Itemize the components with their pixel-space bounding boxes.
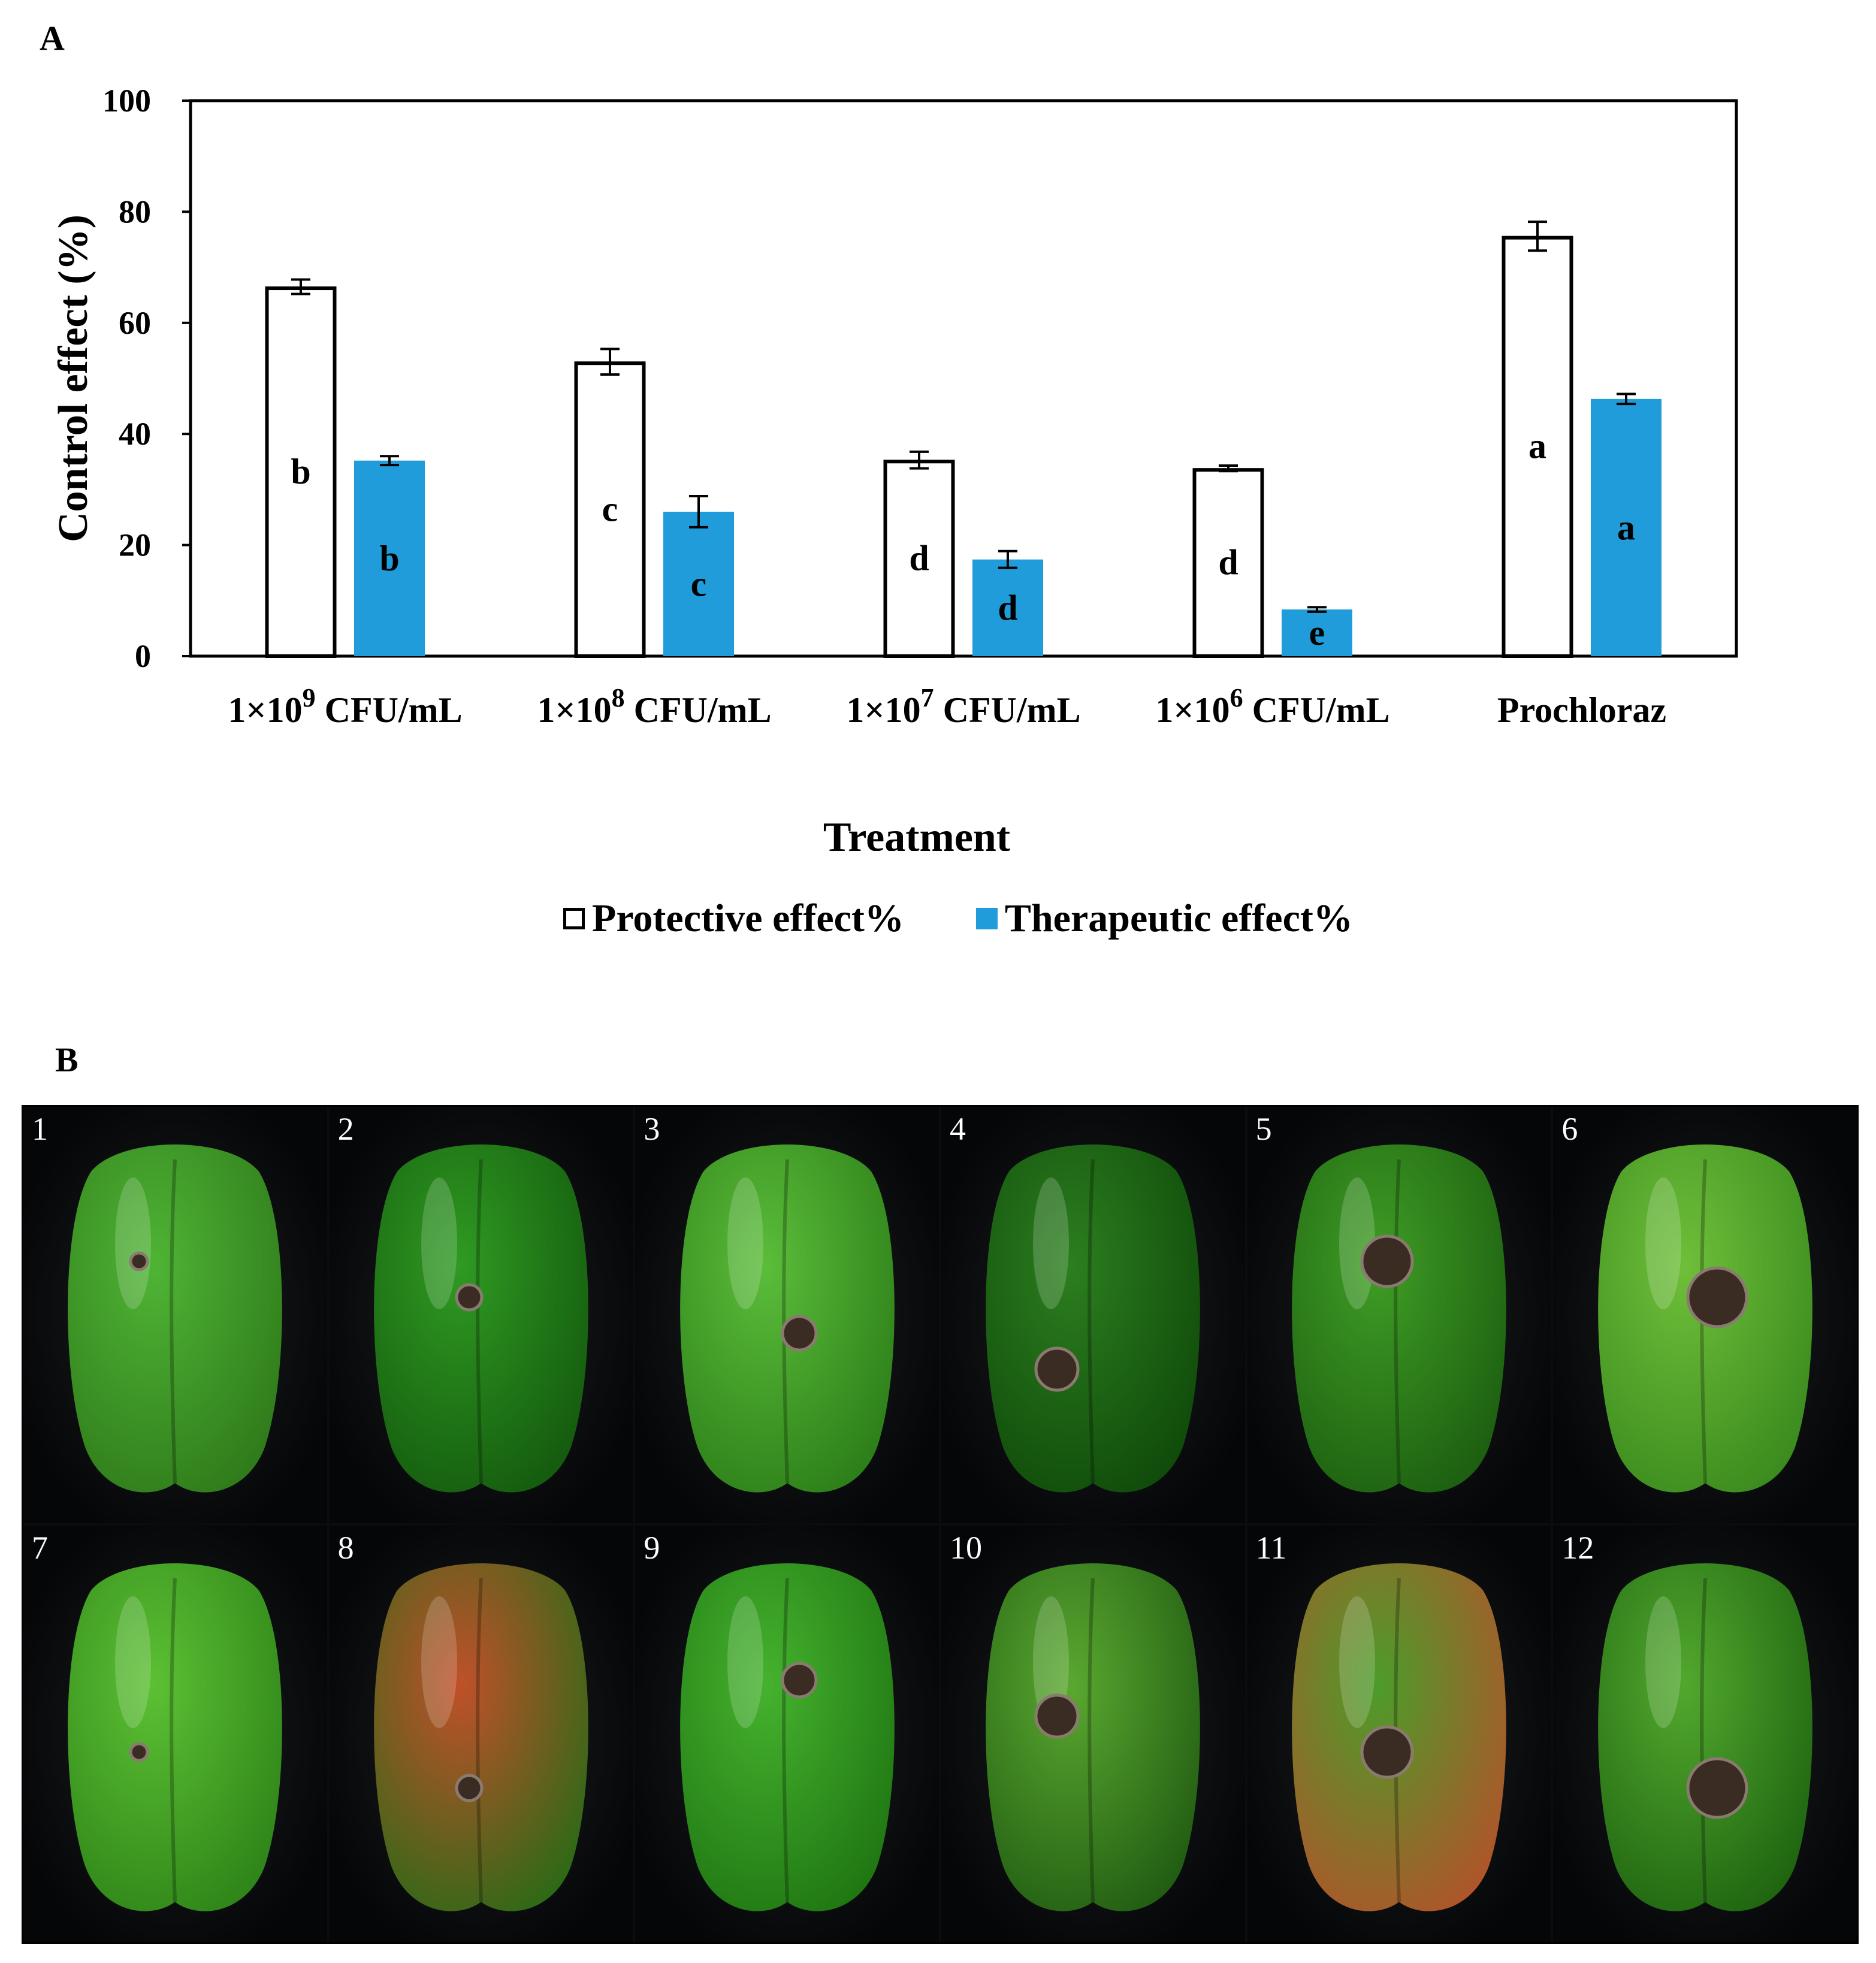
y-axis-title: Control effect (%)	[50, 215, 96, 542]
y-tick-label: 0	[135, 638, 151, 674]
photo-number: 5	[1255, 1111, 1272, 1147]
y-tick-label: 20	[119, 527, 151, 563]
pepper-photo: 2	[329, 1107, 633, 1523]
bar-therapeutic	[1282, 609, 1352, 656]
pepper-image	[679, 1563, 895, 1911]
pepper-image	[986, 1144, 1201, 1493]
x-category-label: Prochloraz	[1497, 690, 1666, 730]
significance-letter: d	[909, 538, 929, 578]
pepper-photo: 11	[1247, 1526, 1551, 1942]
pepper-image	[68, 1144, 283, 1493]
pepper-image	[986, 1563, 1201, 1911]
pepper-photo: 9	[635, 1526, 939, 1942]
bar-therapeutic	[354, 460, 425, 656]
x-category-label: 1×106 CFU/mL	[1155, 683, 1389, 730]
pepper-image	[374, 1563, 588, 1911]
pepper-photo-grid: 1 2 3 4 5	[22, 1105, 1859, 1944]
bar-therapeutic	[972, 559, 1043, 656]
pepper-image	[1292, 1563, 1506, 1911]
pepper-photo: 4	[941, 1107, 1245, 1523]
y-tick-label: 100	[102, 83, 151, 119]
photo-number: 1	[32, 1111, 48, 1147]
significance-letter: b	[291, 452, 310, 491]
bar-therapeutic	[1591, 398, 1661, 656]
chart-legend: Protective effect% Therapeutic effect%	[563, 896, 1353, 941]
bar-protective	[1192, 468, 1264, 658]
photo-number: 10	[949, 1530, 982, 1566]
legend-item-protective: Protective effect%	[563, 896, 904, 941]
legend-swatch-protective	[563, 908, 585, 929]
photo-number: 6	[1561, 1111, 1578, 1147]
significance-letter: c	[691, 564, 707, 603]
photo-number: 8	[337, 1530, 354, 1566]
plot-area-frame	[189, 99, 1738, 658]
significance-letter: a	[1617, 508, 1635, 547]
photo-number: 7	[32, 1530, 48, 1566]
significance-letter: a	[1528, 427, 1546, 466]
significance-letter: d	[998, 588, 1017, 627]
photo-number: 2	[337, 1111, 354, 1147]
bar-protective	[265, 286, 337, 659]
legend-swatch-therapeutic	[975, 908, 998, 929]
pepper-image	[68, 1563, 283, 1911]
bar-therapeutic	[663, 511, 734, 656]
pepper-image	[679, 1144, 895, 1493]
legend-label-therapeutic: Therapeutic effect%	[1004, 896, 1353, 940]
pepper-image	[1597, 1563, 1812, 1911]
significance-letter: b	[379, 539, 399, 578]
y-tick-label: 80	[119, 194, 151, 229]
x-category-label: 1×108 CFU/mL	[537, 683, 771, 730]
significance-letter: c	[602, 489, 618, 528]
pepper-image	[1597, 1144, 1812, 1493]
photo-number: 3	[644, 1111, 660, 1147]
x-category-label: 1×107 CFU/mL	[846, 683, 1080, 730]
significance-letter: d	[1218, 542, 1238, 582]
bar-protective	[1502, 235, 1573, 658]
pepper-image	[374, 1144, 588, 1493]
x-category-label: 1×109 CFU/mL	[228, 683, 462, 730]
y-tick-label: 40	[119, 416, 151, 452]
panel-b-label: B	[55, 1040, 78, 1079]
bar-protective	[574, 361, 646, 658]
significance-letter: e	[1309, 613, 1325, 653]
photo-number: 4	[949, 1111, 966, 1147]
legend-label-protective: Protective effect%	[592, 896, 904, 940]
pepper-photo: 10	[941, 1526, 1245, 1942]
panel-a-label: A	[40, 19, 65, 58]
photo-number: 9	[644, 1530, 660, 1566]
pepper-photo: 12	[1553, 1526, 1857, 1942]
pepper-photo: 7	[23, 1526, 327, 1942]
pepper-image	[1292, 1144, 1506, 1493]
pepper-photo: 6	[1553, 1107, 1857, 1523]
pepper-photo: 1	[23, 1107, 327, 1523]
y-tick-label: 60	[119, 305, 151, 341]
bar-chart: 0 20 40 60 80 100 Control effect (%) Treatment b…	[50, 83, 1738, 851]
photo-number: 11	[1255, 1530, 1287, 1566]
photo-number: 12	[1561, 1530, 1594, 1566]
pepper-photo: 8	[329, 1526, 633, 1942]
legend-item-therapeutic: Therapeutic effect%	[975, 896, 1353, 941]
pepper-photo: 5	[1247, 1107, 1551, 1523]
pepper-photo: 3	[635, 1107, 939, 1523]
x-axis-title: Treatment	[823, 814, 1010, 851]
